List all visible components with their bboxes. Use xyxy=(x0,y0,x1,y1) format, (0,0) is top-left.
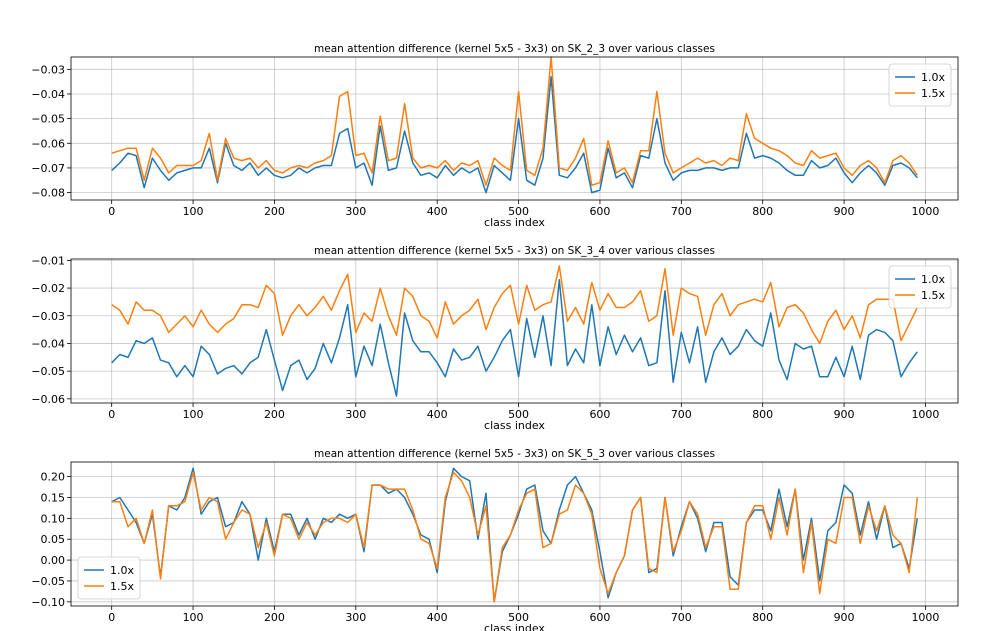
legend: 1.0x 1.5x xyxy=(77,556,141,600)
x-axis-label: class index xyxy=(484,622,545,631)
x-tick-label: 900 xyxy=(834,205,855,218)
y-tick-label: −0.04 xyxy=(31,88,65,101)
legend-box xyxy=(888,265,952,309)
x-tick-label: 400 xyxy=(427,408,448,421)
chart-panel-1: mean attention difference (kernel 5x5 - … xyxy=(31,43,959,229)
x-tick-label: 700 xyxy=(671,408,692,421)
chart-panel-3: mean attention difference (kernel 5x5 - … xyxy=(31,448,959,631)
x-tick-label: 600 xyxy=(589,408,610,421)
x-tick-label: 600 xyxy=(589,611,610,624)
y-tick-label: 0.00 xyxy=(41,554,66,567)
chart-title: mean attention difference (kernel 5x5 - … xyxy=(314,245,715,257)
x-tick-label: 400 xyxy=(427,611,448,624)
legend-label: 1.5x xyxy=(921,289,945,302)
x-tick-label: 300 xyxy=(345,611,366,624)
x-tick-label: 1000 xyxy=(911,408,939,421)
chart-panel-2: mean attention difference (kernel 5x5 - … xyxy=(31,245,959,432)
y-tick-label: −0.03 xyxy=(31,63,65,76)
x-tick-label: 200 xyxy=(264,611,285,624)
plot-frame xyxy=(70,56,959,201)
series-line-1.0x xyxy=(111,467,919,603)
y-tick-label: −0.05 xyxy=(31,575,65,588)
x-tick-label: 0 xyxy=(108,205,115,218)
x-tick-label: 800 xyxy=(752,611,773,624)
x-tick-label: 600 xyxy=(589,205,610,218)
y-tick-label: −0.05 xyxy=(31,113,65,126)
y-tick-label: 0.20 xyxy=(41,471,66,484)
x-tick-label: 100 xyxy=(183,408,204,421)
y-tick-label: −0.03 xyxy=(31,310,65,323)
series-line-1.0x xyxy=(111,75,918,194)
x-tick-label: 500 xyxy=(508,611,529,624)
series-line-1.5x xyxy=(111,471,919,603)
plot-frame xyxy=(70,461,959,607)
y-tick-label: 0.15 xyxy=(41,491,66,504)
series-line-1.5x xyxy=(111,56,918,186)
y-tick-label: −0.10 xyxy=(31,596,65,609)
x-tick-label: 1000 xyxy=(911,611,939,624)
x-tick-label: 500 xyxy=(508,408,529,421)
y-tick-label: −0.07 xyxy=(31,162,65,175)
y-tick-label: −0.06 xyxy=(31,393,65,406)
legend: 1.0x 1.5x xyxy=(888,63,952,107)
chart-title: mean attention difference (kernel 5x5 - … xyxy=(314,448,715,460)
x-tick-label: 900 xyxy=(834,611,855,624)
x-tick-label: 900 xyxy=(834,408,855,421)
x-tick-label: 500 xyxy=(508,205,529,218)
series-line-1.0x xyxy=(111,279,918,397)
legend-label: 1.0x xyxy=(921,273,945,286)
x-tick-label: 300 xyxy=(345,408,366,421)
x-tick-label: 100 xyxy=(183,611,204,624)
x-tick-label: 0 xyxy=(108,408,115,421)
y-tick-label: −0.04 xyxy=(31,337,65,350)
legend-label: 1.5x xyxy=(921,87,945,100)
x-axis-label: class index xyxy=(484,419,545,432)
x-tick-label: 300 xyxy=(345,205,366,218)
series-line-1.5x xyxy=(111,265,918,345)
x-tick-label: 700 xyxy=(671,611,692,624)
x-tick-label: 800 xyxy=(752,408,773,421)
chart-title: mean attention difference (kernel 5x5 - … xyxy=(314,43,715,55)
x-tick-label: 200 xyxy=(264,408,285,421)
legend-box xyxy=(77,556,141,600)
y-tick-label: −0.05 xyxy=(31,365,65,378)
legend-label: 1.5x xyxy=(110,580,134,593)
legend: 1.0x 1.5x xyxy=(888,265,952,309)
x-tick-label: 400 xyxy=(427,205,448,218)
x-tick-label: 700 xyxy=(671,205,692,218)
y-tick-label: 0.05 xyxy=(41,533,66,546)
x-tick-label: 800 xyxy=(752,205,773,218)
x-tick-label: 200 xyxy=(264,205,285,218)
y-tick-label: −0.02 xyxy=(31,282,65,295)
x-tick-label: 0 xyxy=(108,611,115,624)
plot-frame xyxy=(70,258,959,404)
legend-box xyxy=(888,63,952,107)
y-tick-label: 0.10 xyxy=(41,512,66,525)
legend-label: 1.0x xyxy=(921,71,945,84)
x-axis-label: class index xyxy=(484,216,545,229)
y-tick-label: −0.08 xyxy=(31,187,65,200)
x-tick-label: 1000 xyxy=(911,205,939,218)
y-tick-label: −0.01 xyxy=(31,254,65,267)
legend-label: 1.0x xyxy=(110,564,134,577)
x-tick-label: 100 xyxy=(183,205,204,218)
y-tick-label: −0.06 xyxy=(31,137,65,150)
